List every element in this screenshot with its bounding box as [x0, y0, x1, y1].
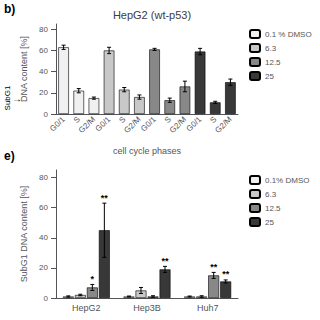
svg-text:Hep3B: Hep3B	[133, 303, 161, 313]
svg-text:cell cycle phases: cell cycle phases	[113, 146, 182, 156]
svg-text:e): e)	[4, 149, 15, 163]
svg-text:b): b)	[4, 2, 15, 16]
svg-text:60: 60	[39, 46, 48, 55]
svg-text:**: **	[210, 262, 218, 272]
svg-text:S: S	[117, 115, 127, 125]
svg-text:60: 60	[39, 203, 48, 212]
svg-text:G0/1: G0/1	[48, 114, 67, 133]
svg-text:6.3: 6.3	[265, 44, 277, 53]
svg-text:*: *	[91, 274, 95, 284]
svg-text:G0/1: G0/1	[94, 114, 113, 133]
svg-text:S: S	[208, 115, 218, 125]
svg-text:G2/M: G2/M	[213, 115, 233, 135]
svg-text:**: **	[162, 256, 170, 266]
svg-text:12.5: 12.5	[265, 58, 281, 67]
svg-text:Huh7: Huh7	[197, 303, 219, 313]
svg-text:25: 25	[265, 72, 274, 81]
svg-text:DNA content [%]: DNA content [%]	[19, 36, 29, 102]
svg-text:20: 20	[39, 88, 48, 97]
svg-text:HepG2: HepG2	[72, 303, 101, 313]
svg-text:80: 80	[39, 173, 48, 182]
svg-text:G0/1: G0/1	[139, 114, 158, 133]
svg-text:0: 0	[44, 110, 49, 119]
svg-text:G2/M: G2/M	[168, 115, 188, 135]
svg-text:**: **	[222, 269, 230, 279]
svg-text:S: S	[163, 115, 173, 125]
svg-text:**: **	[101, 193, 109, 203]
svg-text:80: 80	[39, 25, 48, 34]
svg-text:HepG2 (wt-p53): HepG2 (wt-p53)	[113, 9, 191, 21]
svg-text:SubG1 DNA content [%]: SubG1 DNA content [%]	[19, 186, 29, 283]
svg-text:0.1 % DMSO: 0.1 % DMSO	[265, 30, 312, 39]
svg-text:S: S	[72, 115, 82, 125]
svg-text:40: 40	[39, 67, 48, 76]
svg-text:25: 25	[265, 218, 274, 227]
svg-text:G2/M: G2/M	[122, 115, 142, 135]
svg-text:20: 20	[39, 263, 48, 272]
svg-text:0: 0	[44, 294, 49, 303]
svg-text:6.3: 6.3	[265, 190, 277, 199]
svg-text:12.5: 12.5	[265, 204, 281, 213]
svg-text:40: 40	[39, 233, 48, 242]
svg-text:G0/1: G0/1	[185, 114, 204, 133]
svg-text:G2/M: G2/M	[77, 115, 97, 135]
svg-text:SubG1: SubG1	[3, 85, 12, 110]
svg-text:0.1% DMSO: 0.1% DMSO	[265, 176, 309, 185]
